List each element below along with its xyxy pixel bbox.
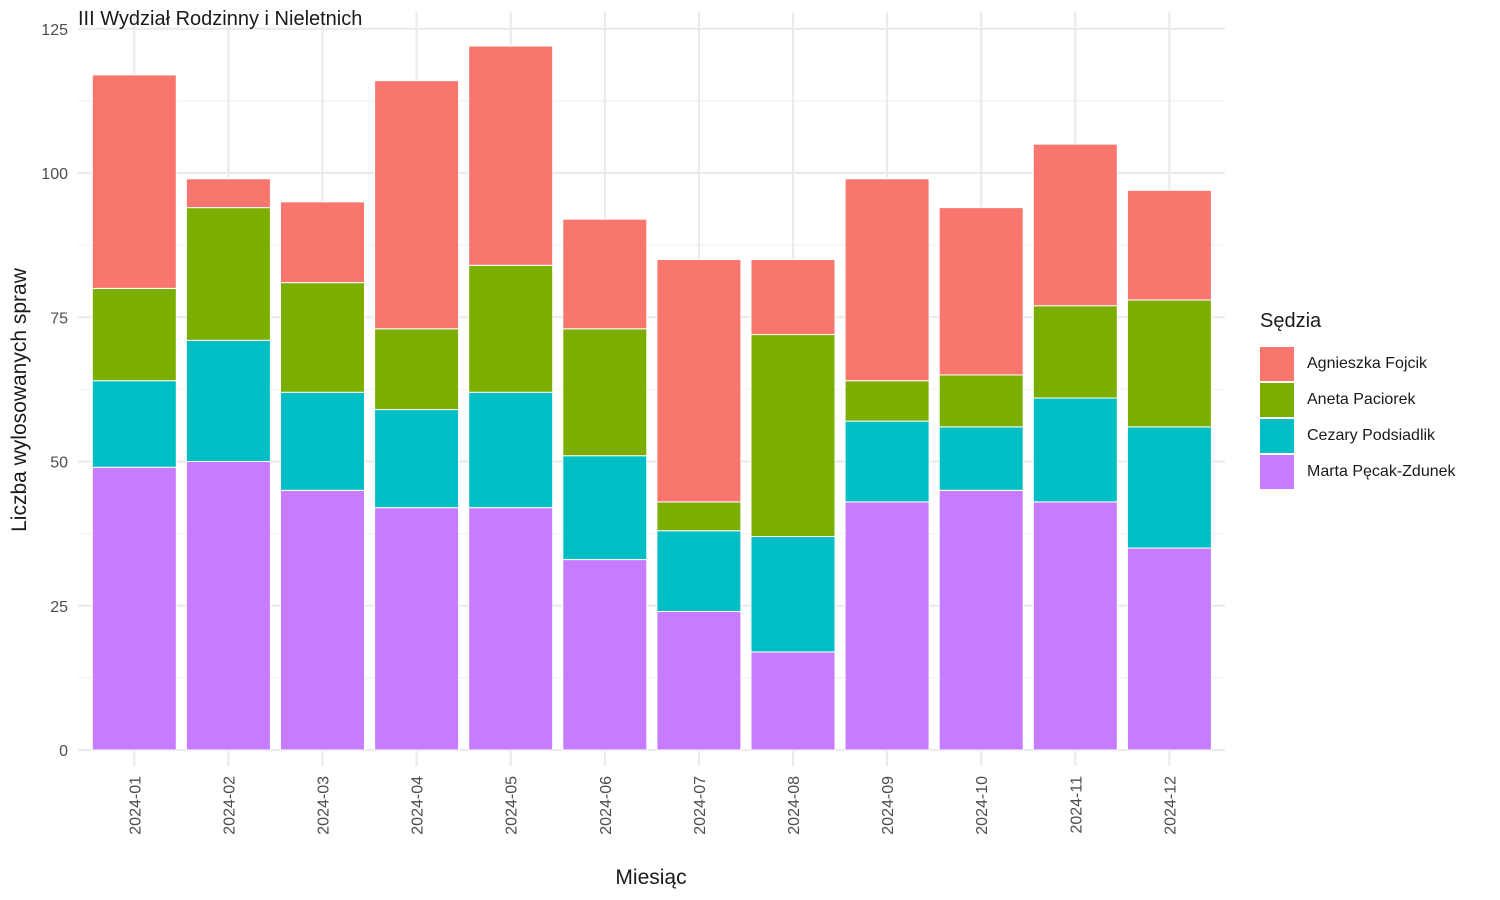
bar-segment: Cezary Podsiadlik: 14 (656, 530, 742, 613)
x-tick-label: 2024-08 (786, 776, 803, 835)
legend-label: Aneta Paciorek (1307, 391, 1416, 408)
y-tick-label: 25 (50, 599, 68, 616)
bar-segment: Cezary Podsiadlik: 20 (468, 391, 554, 509)
bars: Marta Pęcak-Zdunek: 49Cezary Podsiadlik:… (91, 45, 1212, 751)
bar-segment: Agnieszka Fojcik: 29 (938, 207, 1024, 376)
bar-segment: Agnieszka Fojcik: 13 (750, 259, 836, 336)
bar-segment: Agnieszka Fojcik: 43 (374, 80, 460, 330)
x-tick-label: 2024-05 (504, 776, 521, 835)
x-tick-label: 2024-10 (974, 776, 991, 835)
legend-label: Cezary Podsiadlik (1307, 427, 1436, 444)
legend-label: Marta Pęcak-Zdunek (1307, 463, 1456, 480)
legend-swatch (1260, 419, 1294, 453)
bar-segment: Marta Pęcak-Zdunek: 24 (656, 611, 742, 751)
bar-segment: Cezary Podsiadlik: 21 (1126, 426, 1212, 549)
bar-segment: Marta Pęcak-Zdunek: 33 (562, 559, 648, 751)
x-tick-label: 2024-06 (598, 776, 615, 835)
bar-segment: Cezary Podsiadlik: 21 (185, 339, 271, 462)
legend-swatch (1260, 383, 1294, 417)
bar-segment: Aneta Paciorek: 9 (938, 374, 1024, 428)
bar-segment: Marta Pęcak-Zdunek: 45 (938, 489, 1024, 751)
y-tick-label: 100 (41, 166, 68, 183)
bar-segment: Agnieszka Fojcik: 14 (280, 201, 365, 284)
x-tick-label: 2024-09 (880, 776, 897, 835)
legend-title: Sędzia (1260, 310, 1322, 332)
bar-segment: Cezary Podsiadlik: 14 (844, 420, 930, 503)
bar-segment: Cezary Podsiadlik: 17 (374, 409, 460, 509)
legend-item: Aneta Paciorek (1260, 382, 1456, 418)
y-tick-label: 75 (50, 310, 68, 327)
y-tick-label: 125 (41, 22, 68, 39)
bar-segment: Cezary Podsiadlik: 11 (938, 426, 1024, 491)
x-tick-label: 2024-04 (410, 776, 427, 835)
bar-segment: Aneta Paciorek: 14 (374, 328, 460, 411)
bar-segment: Agnieszka Fojcik: 19 (562, 218, 648, 330)
bar-segment: Agnieszka Fojcik: 37 (91, 74, 177, 289)
x-tick-label: 2024-02 (221, 776, 238, 835)
bar-segment: Agnieszka Fojcik: 38 (468, 45, 554, 266)
legend: Sędzia Agnieszka Fojcik Aneta Paciorek Cez… (1260, 310, 1456, 490)
bar-segment: Marta Pęcak-Zdunek: 45 (280, 489, 365, 751)
bar-segment: Marta Pęcak-Zdunek: 50 (185, 461, 271, 751)
bar-segment: Aneta Paciorek: 22 (468, 264, 554, 393)
bar-segment: Aneta Paciorek: 23 (185, 207, 271, 341)
bar-segment: Aneta Paciorek: 22 (562, 328, 648, 457)
bar-segment: Aneta Paciorek: 5 (656, 501, 742, 532)
bar-segment: Agnieszka Fojcik: 42 (656, 259, 742, 503)
legend-swatch (1260, 455, 1294, 489)
legend-items: Agnieszka Fojcik Aneta Paciorek Cezary Pod… (1260, 346, 1456, 490)
x-tick-label: 2024-11 (1068, 776, 1085, 834)
x-tick-label: 2024-12 (1162, 776, 1179, 835)
x-tick-labels: 2024-01 2024-02 2024-03 2024-04 2024-05 2024-… (127, 776, 1179, 835)
x-axis-title: Miesiąc (615, 866, 687, 889)
legend-swatch (1260, 347, 1294, 381)
legend-item: Agnieszka Fojcik (1260, 346, 1456, 382)
bar-segment: Marta Pęcak-Zdunek: 49 (91, 466, 177, 751)
legend-item: Marta Pęcak-Zdunek (1260, 454, 1456, 490)
bar-segment: Agnieszka Fojcik: 19 (1126, 189, 1212, 301)
x-tick-label: 2024-03 (316, 776, 333, 835)
bar-segment: Cezary Podsiadlik: 15 (91, 380, 177, 468)
bar-segment: Marta Pęcak-Zdunek: 42 (468, 507, 554, 751)
bar-segment: Aneta Paciorek: 19 (280, 282, 365, 393)
legend-label: Agnieszka Fojcik (1307, 355, 1428, 372)
bar-segment: Cezary Podsiadlik: 18 (562, 455, 648, 561)
x-tick-label: 2024-07 (692, 776, 709, 835)
bar-segment: Agnieszka Fojcik: 35 (844, 178, 930, 382)
legend-item: Cezary Podsiadlik (1260, 418, 1456, 454)
bar-segment: Aneta Paciorek: 16 (1032, 305, 1118, 399)
bar-segment: Aneta Paciorek: 7 (844, 380, 930, 422)
y-tick-labels: 0 25 50 75 100 125 (41, 22, 68, 760)
bar-segment: Cezary Podsiadlik: 20 (750, 536, 836, 653)
bar-segment: Marta Pęcak-Zdunek: 42 (374, 507, 460, 751)
y-tick-label: 50 (50, 455, 68, 472)
bar-segment: Aneta Paciorek: 16 (91, 287, 177, 382)
bar-segment: Agnieszka Fojcik: 28 (1032, 143, 1118, 307)
x-tick-label: 2024-01 (127, 776, 144, 835)
y-tick-label: 0 (59, 743, 68, 760)
bar-segment: Marta Pęcak-Zdunek: 35 (1126, 547, 1212, 751)
chart-title: III Wydział Rodzinny i Nieletnich (78, 8, 363, 30)
bar-segment: Marta Pęcak-Zdunek: 17 (750, 651, 836, 751)
bar-segment: Agnieszka Fojcik: 5 (185, 178, 271, 209)
bar-segment: Aneta Paciorek: 35 (750, 334, 836, 538)
bar-segment: Cezary Podsiadlik: 18 (1032, 397, 1118, 503)
bar-segment: Marta Pęcak-Zdunek: 43 (1032, 501, 1118, 751)
bar-segment: Marta Pęcak-Zdunek: 43 (844, 501, 930, 751)
bar-segment: Cezary Podsiadlik: 17 (280, 391, 365, 491)
bar-segment: Aneta Paciorek: 22 (1126, 299, 1212, 428)
y-axis-title: Liczba wylosowanych spraw (8, 268, 31, 532)
